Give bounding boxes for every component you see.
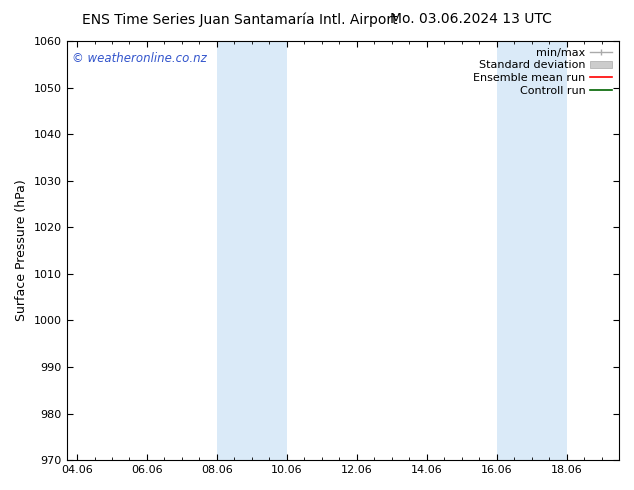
Y-axis label: Surface Pressure (hPa): Surface Pressure (hPa) xyxy=(15,180,28,321)
Text: ENS Time Series Juan Santamaría Intl. Airport: ENS Time Series Juan Santamaría Intl. Ai… xyxy=(82,12,398,27)
Text: Mo. 03.06.2024 13 UTC: Mo. 03.06.2024 13 UTC xyxy=(390,12,552,26)
Text: © weatheronline.co.nz: © weatheronline.co.nz xyxy=(72,51,207,65)
Legend: min/max, Standard deviation, Ensemble mean run, Controll run: min/max, Standard deviation, Ensemble me… xyxy=(469,43,617,100)
Bar xyxy=(217,41,287,460)
Bar xyxy=(496,41,567,460)
